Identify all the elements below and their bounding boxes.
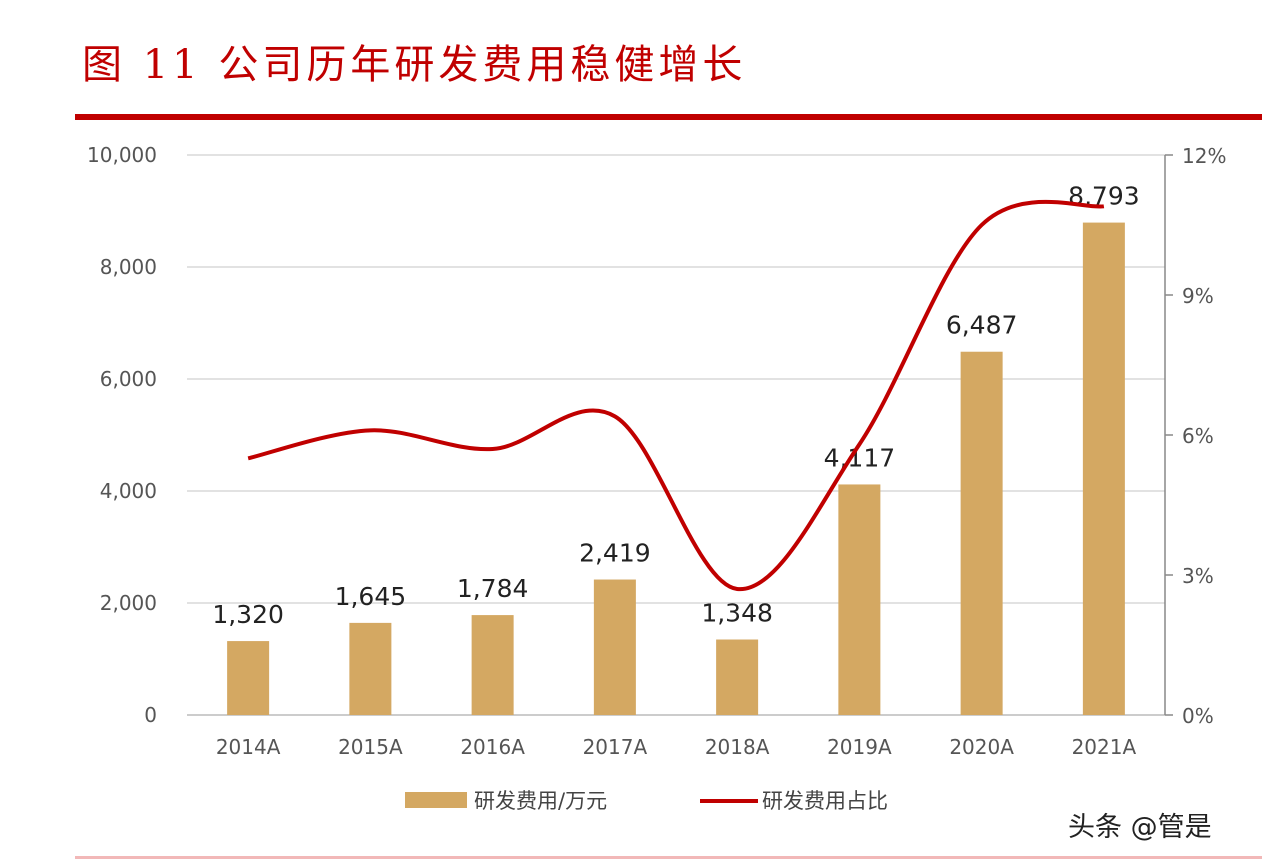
y-tick-right: 9%: [1182, 284, 1214, 308]
watermark: 头条 @管是: [1068, 812, 1212, 843]
x-tick: 2020A: [949, 735, 1014, 759]
bar: [471, 615, 514, 715]
y-tick-right: 0%: [1182, 704, 1214, 728]
legend-label-line: 研发费用占比: [762, 789, 888, 813]
data-label: 2,419: [579, 539, 651, 568]
y-tick-left: 8,000: [100, 255, 157, 279]
y-tick-left: 2,000: [100, 591, 157, 615]
title-divider: [75, 114, 1262, 120]
x-tick: 2014A: [216, 735, 281, 759]
bottom-divider: [75, 856, 1262, 859]
x-tick: 2017A: [583, 735, 648, 759]
bar: [349, 622, 392, 715]
y-tick-left: 6,000: [100, 367, 157, 391]
ratio-line: [247, 199, 1105, 592]
y-tick-left: 10,000: [87, 143, 157, 167]
x-tick: 2018A: [705, 735, 770, 759]
y-tick-right: 3%: [1182, 564, 1214, 588]
x-tick: 2019A: [827, 735, 892, 759]
chart-title: 图 11 公司历年研发费用稳健增长: [82, 42, 747, 88]
bar: [716, 639, 759, 715]
y-tick-right: 12%: [1182, 144, 1226, 168]
x-tick: 2021A: [1072, 735, 1137, 759]
legend-swatch-bar: [405, 792, 467, 808]
y-tick-left: 0: [144, 703, 157, 727]
y-tick-right: 6%: [1182, 424, 1214, 448]
bar: [838, 484, 881, 715]
bar: [593, 579, 636, 715]
data-label: 1,784: [457, 574, 529, 603]
legend-label-bar: 研发费用/万元: [474, 789, 607, 813]
data-label: 1,645: [335, 582, 407, 611]
x-tick: 2015A: [338, 735, 403, 759]
bar: [1082, 222, 1125, 716]
y-tick-left: 4,000: [100, 479, 157, 503]
data-label: 4,117: [824, 443, 896, 472]
data-label: 1,348: [701, 599, 773, 628]
bar: [227, 641, 270, 715]
bar: [960, 351, 1003, 715]
data-label: 6,487: [946, 311, 1018, 340]
data-label: 1,320: [212, 600, 284, 629]
x-tick: 2016A: [460, 735, 525, 759]
